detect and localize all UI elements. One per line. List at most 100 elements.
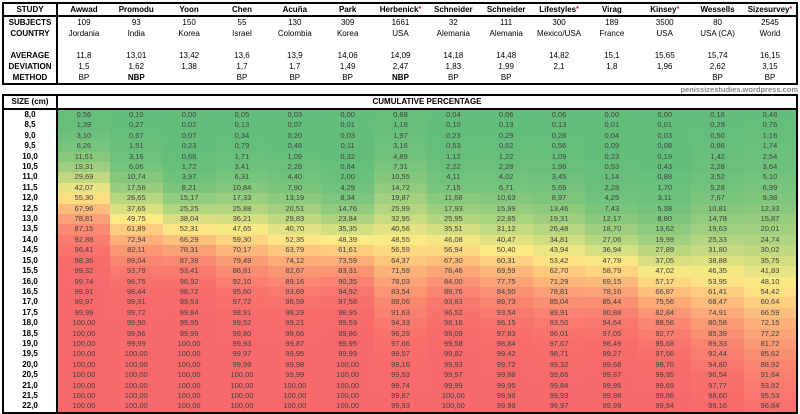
pct-cell: 100,00 [162,380,216,391]
table-row: 21,5 100,00 100,00 100,00 100,00 100,00 100,00… [3,390,797,402]
pct-cell: 99,16 [691,401,744,413]
pct-cell: 1,14 [585,172,639,183]
pct-cell: 97,77 [691,380,744,391]
size-cell: 11,5 [3,182,58,194]
spacer-cell [163,39,216,50]
pct-cell: 99,95 [321,338,375,350]
pct-cell: 0,29 [479,130,533,142]
pct-cell: 56,59 [374,245,427,256]
pct-cell: 3,16 [109,151,163,163]
pct-cell: 98,84 [479,338,533,350]
deviation-value: 1,62 [128,62,145,71]
pct-cell: 46,35 [691,266,744,277]
pct-cell: 88,92 [743,359,797,371]
study-name-text: Lifestyles [539,5,577,14]
pct-cell: 61,41 [691,286,744,298]
pct-cell: 4,25 [585,193,639,204]
deviation-value: 1,83 [445,62,462,71]
method-value [533,72,586,84]
subjects-value: 93 [131,18,141,27]
pct-cell: 4,11 [426,172,480,183]
pct-cell: 98,95 [321,307,375,319]
country-value: USA [656,29,673,38]
table-row: 21,0 100,00 100,00 100,00 100,00 100,00 100,00… [3,380,797,391]
pct-cell: 96,84 [743,401,797,413]
pct-cell: 12,17 [585,214,639,225]
study-name: Park [321,3,375,17]
pct-cell: 62,70 [532,266,586,277]
table-row: 15,0 98,36 89,04 87,39 79,49 74,12 73,59 64,37 6… [3,255,797,267]
pct-cell: 0,88 [638,172,692,183]
pct-cell: 0,56 [532,141,586,152]
asterisk-marker: * [676,6,680,13]
pct-cell: 85,39 [691,328,744,339]
pct-cell: 91,63 [374,307,427,319]
cumulative-percentage-header: CUMULATIVE PERCENTAGE [57,95,797,110]
pct-cell: 99,97 [532,401,586,413]
pct-cell: 92,88 [57,234,110,246]
pct-cell: 77,75 [479,276,533,287]
pct-cell: 72,15 [743,318,797,329]
table-row: 12,0 55,30 26,65 15,17 17,33 13,19 8,34 19,87 11… [3,193,797,204]
table-row: 18,0 100,00 99,90 99,95 99,52 99,21 99,59 94,33… [3,318,797,329]
table-row: 15,5 99,32 93,79 93,41 86,81 82,67 83,31 71,59 7… [3,266,797,277]
study-name-text: Virag [601,5,622,14]
pct-cell: 38,88 [691,255,744,267]
pct-cell: 100,00 [426,390,480,402]
subjects-value: 300 [552,18,566,27]
pct-cell: 100,00 [109,370,163,381]
size-cell: 17,5 [3,307,58,319]
pct-cell: 99,66 [268,328,322,339]
deviation-value: 1,8 [606,62,618,71]
pct-cell: 42,07 [57,182,110,194]
pct-cell: 0,10 [109,109,163,121]
table-row: 10,0 11,51 3,16 0,66 1,71 1,09 0,32 4,89 1,12 1,2… [3,151,797,163]
pct-cell: 52,31 [162,224,216,235]
subjects-value: 189 [605,18,619,27]
pct-cell: 100,00 [57,359,110,371]
pct-cell: 82,67 [268,266,322,277]
pct-cell: 88,56 [638,318,692,329]
pct-cell: 0,67 [109,130,163,142]
average-value: 14,09 [390,51,411,60]
pct-cell: 2,28 [691,162,744,173]
pct-cell: 93,83 [426,297,480,308]
pct-cell: 99,98 [585,390,639,402]
country-value: Korea [178,29,200,38]
pct-cell: 26,48 [532,224,586,235]
pct-cell: 8,97 [532,193,586,204]
pct-cell: 100,00 [162,349,216,360]
pct-cell: 6,26 [57,141,110,152]
pct-cell: 100,00 [109,380,163,391]
table-row: 12,5 67,96 37,65 25,25 25,88 20,51 14,76 25,99 1… [3,203,797,215]
pct-cell: 99,98 [268,359,322,371]
pct-cell: 97,56 [638,349,692,360]
pct-cell: 7,90 [268,182,322,194]
spacer-cell [374,39,427,50]
pct-cell: 15,87 [743,214,797,225]
pct-cell: 99,98 [479,390,533,402]
average-value: 13,9 [287,51,303,60]
average-value: 16,15 [759,51,780,60]
pct-cell: 61,61 [321,245,375,256]
average-value: 13,42 [179,51,200,60]
table-row: 22,0 100,00 100,00 100,00 100,00 100,00 100,00… [3,401,797,413]
study-row-label: STUDY [3,3,58,17]
country-value: Alemania [436,29,470,38]
size-cell: 21,5 [3,390,58,402]
pct-cell: 52,35 [268,234,322,246]
pct-cell: 94,80 [691,359,744,371]
pct-cell: 2,00 [321,172,375,183]
pct-cell: 19,63 [691,224,744,235]
pct-cell: 78,16 [585,286,639,298]
pct-cell: 89,33 [691,338,744,350]
average-value: 15,74 [707,51,728,60]
spacer-cell [744,39,797,50]
pct-cell: 25,88 [215,203,269,215]
table-row: 19,5 100,00 100,00 100,00 99,97 99,95 99,99 98,… [3,349,797,360]
pct-cell: 0,03 [321,130,375,142]
pct-cell: 82,11 [109,245,163,256]
pct-cell: 0,13 [215,120,269,131]
study-name: Herbenick* [374,3,427,17]
pct-cell: 60,31 [479,255,533,267]
